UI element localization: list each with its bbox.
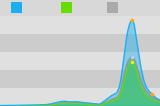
Bar	[0, 0, 160, 16]
Bar	[0, 34, 160, 52]
Bar	[0, 16, 160, 34]
Bar	[0, 70, 160, 88]
Bar	[0, 88, 160, 106]
Bar	[0, 52, 160, 70]
